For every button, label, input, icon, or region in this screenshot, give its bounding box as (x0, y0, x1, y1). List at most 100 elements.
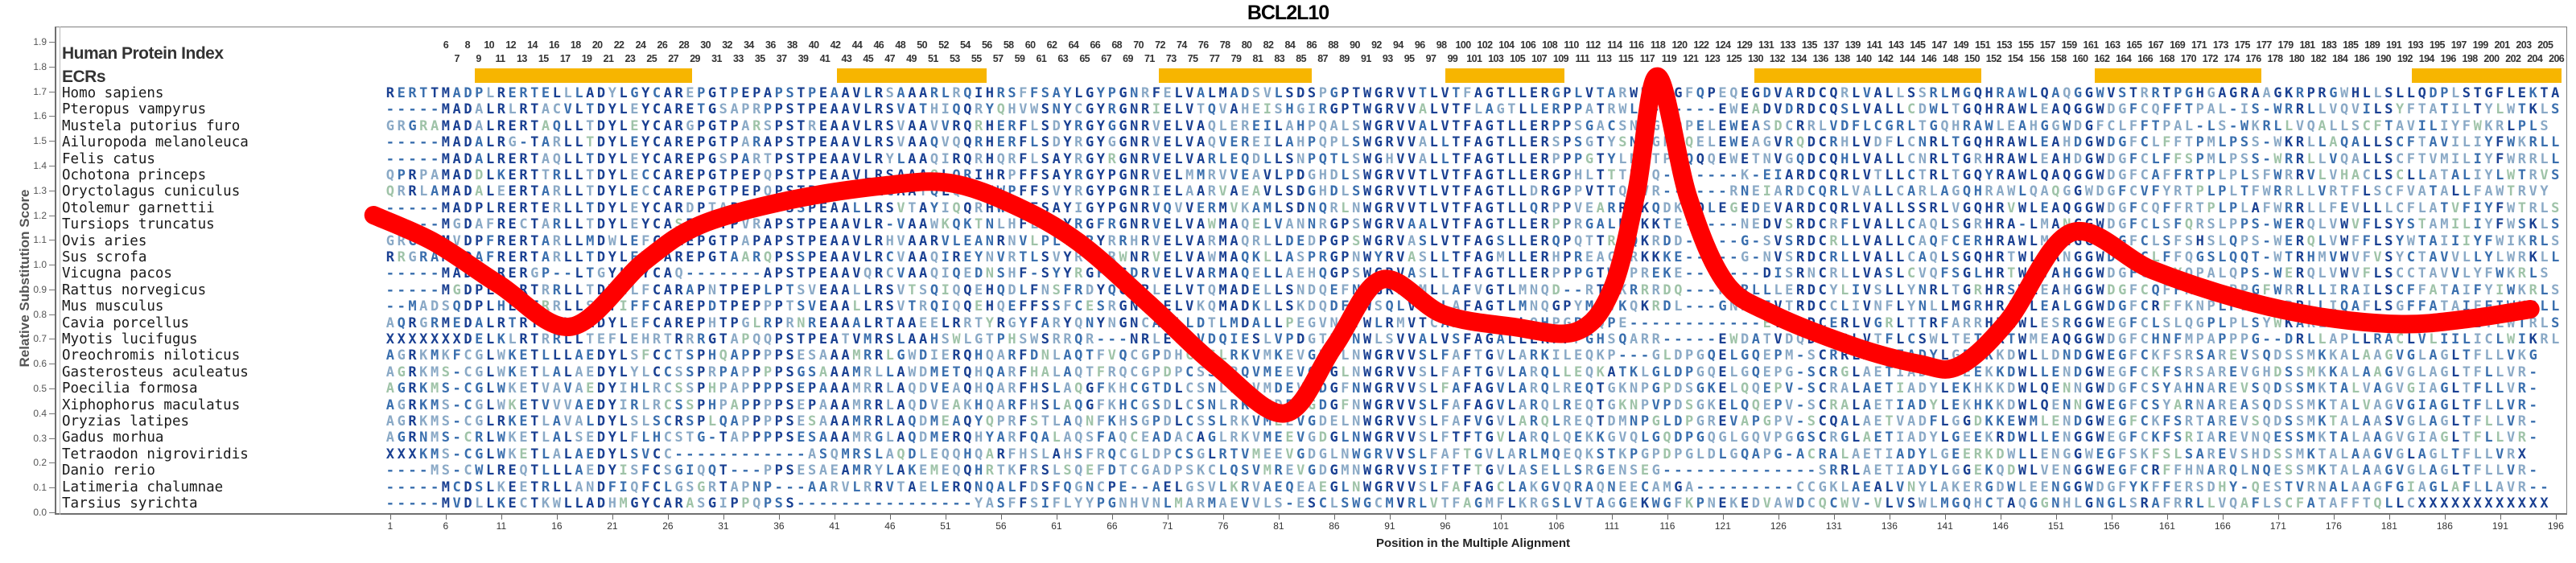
ruler-number: 89 (1339, 53, 1350, 64)
y-tick-label: 0.5 (33, 383, 47, 395)
ruler-number: 35 (754, 53, 765, 64)
ruler-number: 105 (1510, 53, 1526, 64)
ruler-number: 138 (1834, 53, 1851, 64)
ruler-number: 47 (884, 53, 895, 64)
x-tick-label: 91 (1384, 520, 1395, 532)
y-tick-label: 0.1 (33, 482, 47, 494)
species-name: Oryzias latipes (62, 413, 190, 429)
ruler-number: 13 (517, 53, 527, 64)
ruler-number: 182 (2310, 53, 2327, 64)
x-tick-mark (445, 515, 447, 520)
x-tick-mark (889, 515, 891, 520)
x-tick-mark (1667, 515, 1668, 520)
ruler-number: 180 (2289, 53, 2305, 64)
x-tick-label: 141 (1936, 520, 1953, 532)
species-name: Felis catus (62, 150, 155, 167)
ruler-number: 34 (744, 39, 754, 51)
x-tick-label: 186 (2436, 520, 2453, 532)
species-name: Pteropus vampyrus (62, 101, 207, 118)
ruler-number: 17 (559, 53, 571, 64)
ruler-number: 37 (776, 53, 787, 64)
x-tick-mark (778, 515, 780, 520)
ruler-number: 177 (2256, 39, 2273, 51)
y-tick-mark (49, 141, 55, 142)
ruler-number: 66 (1090, 39, 1101, 51)
ruler-number: 161 (2083, 39, 2099, 51)
ruler-number: 136 (1812, 53, 1829, 64)
x-tick-mark (667, 515, 669, 520)
ruler-number: 112 (1585, 39, 1601, 51)
ruler-number: 76 (1197, 39, 1209, 51)
x-tick-mark (1556, 515, 1557, 520)
ruler-number: 195 (2429, 39, 2446, 51)
species-name: Homo sapiens (62, 85, 164, 101)
y-axis-title: Relative Substitution Score (17, 189, 32, 368)
x-tick-label: 61 (1051, 520, 1062, 532)
ruler-number: 64 (1068, 39, 1079, 51)
ruler-number: 150 (1964, 53, 1980, 64)
ruler-number: 63 (1057, 53, 1069, 64)
ruler-number: 98 (1436, 39, 1447, 51)
ruler-number: 111 (1575, 53, 1590, 64)
x-axis-title: Position in the Multiple Alignment (1375, 536, 1571, 550)
x-tick-label: 181 (2380, 520, 2397, 532)
ruler-number: 27 (668, 53, 679, 64)
species-name: Oreochromis niloticus (62, 347, 241, 364)
x-tick-label: 161 (2158, 520, 2175, 532)
ruler-number: 28 (678, 39, 690, 51)
x-tick-mark (612, 515, 613, 520)
ruler-number: 103 (1488, 53, 1504, 64)
x-tick-label: 106 (1548, 520, 1564, 532)
ruler-number: 59 (1014, 53, 1025, 64)
ruler-number: 73 (1165, 53, 1177, 64)
x-tick-label: 86 (1329, 520, 1340, 532)
x-tick-label: 81 (1273, 520, 1284, 532)
y-tick-label: 1.6 (33, 110, 47, 122)
ruler-number: 154 (2007, 53, 2024, 64)
ruler-number: 46 (873, 39, 884, 51)
y-tick-label: 1.0 (33, 259, 47, 271)
x-tick-mark (1500, 515, 1502, 520)
species-name: Danio rerio (62, 462, 155, 479)
ruler-number: 41 (819, 53, 831, 64)
x-tick-mark (2444, 515, 2446, 520)
x-tick-mark (556, 515, 558, 520)
species-name: Ailuropoda melanoleuca (62, 134, 249, 151)
y-tick-mark (49, 462, 55, 464)
ruler-number: 56 (981, 39, 992, 51)
ruler-number: 184 (2332, 53, 2348, 64)
species-name: Cavia porcellus (62, 314, 190, 331)
ruler-number: 176 (2245, 53, 2262, 64)
ruler-number: 107 (1531, 53, 1548, 64)
ruler-number: 101 (1466, 53, 1482, 64)
ruler-number: 45 (863, 53, 874, 64)
species-name: Sus scrofa (62, 249, 147, 265)
x-tick-label: 76 (1218, 520, 1229, 532)
ruler-number: 81 (1252, 53, 1263, 64)
ruler-number: 25 (646, 53, 657, 64)
ruler-number: 21 (603, 53, 614, 64)
ruler-number: 121 (1683, 53, 1699, 64)
ruler-number: 65 (1079, 53, 1090, 64)
ruler-number: 43 (841, 53, 852, 64)
ruler-number: 79 (1230, 53, 1242, 64)
ruler-number: 197 (2450, 39, 2467, 51)
ruler-number: 183 (2321, 39, 2337, 51)
x-tick-mark (2166, 515, 2168, 520)
ruler-number: 71 (1144, 53, 1155, 64)
ruler-number: 49 (906, 53, 917, 64)
x-tick-label: 111 (1604, 520, 1620, 532)
ruler-number: 48 (895, 39, 906, 51)
y-tick-mark (49, 41, 55, 43)
species-name: Vicugna pacos (62, 265, 172, 282)
ruler-number: 145 (1910, 39, 1926, 51)
ruler-number: 125 (1726, 53, 1742, 64)
